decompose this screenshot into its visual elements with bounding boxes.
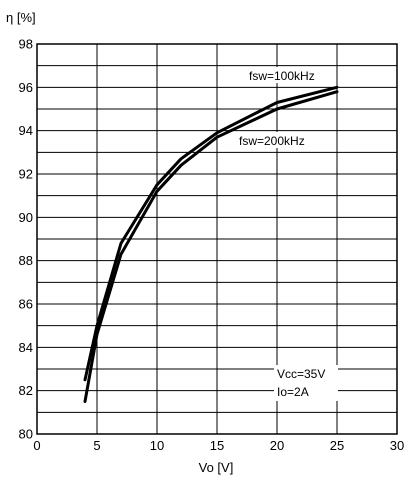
- condition-io: Io=2A: [277, 385, 309, 399]
- y-tick-label: 98: [19, 37, 33, 52]
- conditions-box: Vcc=35V Io=2A: [274, 365, 338, 401]
- y-tick-label: 90: [19, 210, 33, 225]
- x-tick-label: 0: [33, 438, 40, 453]
- y-tick-label: 96: [19, 80, 33, 95]
- y-tick-label: 94: [19, 123, 33, 138]
- y-axis-label: η [%]: [6, 10, 36, 25]
- legend-200khz-bg: [236, 132, 324, 148]
- x-axis-label: Vo [V]: [199, 460, 234, 475]
- series-line-200khz: [83, 90, 339, 403]
- series-line-100khz: [83, 85, 339, 382]
- tick-label-layer: 80 82 84 86 88 90 92 94 96 98 0 5 10 15 20 25 30: [19, 37, 404, 454]
- x-tick-label: 25: [330, 438, 344, 453]
- x-tick-label: 20: [270, 438, 284, 453]
- legend-200khz-label: fsw=200kHz: [239, 134, 305, 148]
- x-tick-label: 10: [150, 438, 164, 453]
- y-tick-label: 80: [19, 427, 33, 442]
- y-tick-label: 92: [19, 167, 33, 182]
- y-tick-label: 88: [19, 253, 33, 268]
- y-tick-label: 82: [19, 383, 33, 398]
- legend-100khz-bg: [246, 67, 328, 83]
- x-tick-label: 15: [210, 438, 224, 453]
- y-tick-label: 86: [19, 297, 33, 312]
- legend-100khz-label: fsw=100kHz: [249, 69, 315, 83]
- series-layer: [83, 85, 339, 403]
- plot-frame: [36, 43, 398, 435]
- condition-vcc: Vcc=35V: [277, 367, 325, 381]
- legend-100khz: fsw=100kHz: [246, 67, 328, 83]
- y-tick-label: 84: [19, 340, 33, 355]
- legend-200khz: fsw=200kHz: [236, 132, 324, 148]
- x-tick-label: 5: [93, 438, 100, 453]
- x-tick-label: 30: [390, 438, 404, 453]
- conditions-bg: [274, 365, 338, 401]
